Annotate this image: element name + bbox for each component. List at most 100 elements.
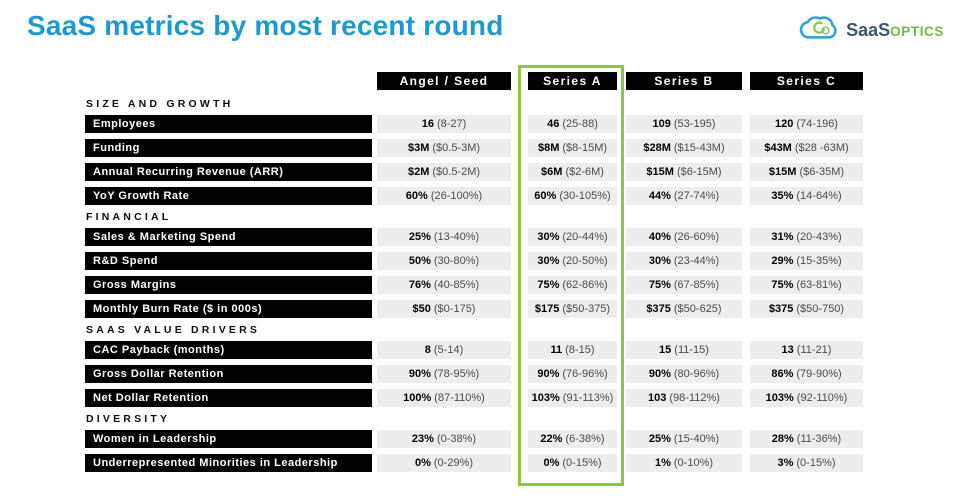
cell-angel-seed: 60% (26-100%)	[377, 187, 511, 205]
cell-value: 60%	[405, 190, 428, 202]
row-label: Funding	[85, 139, 372, 157]
cell-series-c: 86% (79-90%)	[750, 365, 863, 383]
cell-range: ($8-15M)	[562, 142, 608, 154]
cell-series-b: $375 ($50-625)	[626, 300, 742, 318]
cell-series-c: $43M ($28 -63M)	[750, 139, 863, 157]
row-label: YoY Growth Rate	[85, 187, 372, 205]
cell-series-c: 3% (0-15%)	[750, 454, 863, 472]
cell-value: $28M	[643, 142, 671, 154]
cell-series-a: 30% (20-44%)	[528, 228, 617, 246]
column-header-series-c: Series C	[750, 72, 863, 90]
cell-range: (30-80%)	[433, 255, 480, 267]
cell-range: (98-112%)	[669, 392, 720, 404]
column-header-angel-seed: Angel / Seed	[377, 72, 511, 90]
cell-value: 0%	[543, 457, 560, 469]
cell-range: (0-29%)	[433, 457, 474, 469]
cell-value: 103	[648, 392, 667, 404]
section-title: FINANCIAL	[86, 211, 172, 223]
cell-range: (6-38%)	[565, 433, 605, 445]
cell-series-a: 75% (62-86%)	[528, 276, 617, 294]
cell-series-c: $15M ($6-35M)	[750, 163, 863, 181]
cell-range: (25-88)	[562, 118, 598, 130]
cell-value: 13	[781, 344, 794, 356]
cell-value: 75%	[537, 279, 560, 291]
cell-value: 30%	[537, 231, 560, 243]
row-label: Gross Dollar Retention	[85, 365, 372, 383]
cell-range: (63-81%)	[796, 279, 842, 291]
cell-series-b: 103 (98-112%)	[626, 389, 742, 407]
cell-series-b: 25% (15-40%)	[626, 430, 742, 448]
cell-range: (40-85%)	[433, 279, 480, 291]
cell-value: $3M	[407, 142, 430, 154]
cell-value: 120	[775, 118, 794, 130]
cell-range: ($50-375)	[562, 303, 611, 315]
cell-series-b: 15 (11-15)	[626, 341, 742, 359]
cell-series-a: 46 (25-88)	[528, 115, 617, 133]
cell-range: (80-96%)	[673, 368, 720, 380]
table-row: Underrepresented Minorities in Leadershi…	[85, 454, 863, 472]
table-row: Annual Recurring Revenue (ARR) $2M ($0.5-…	[85, 163, 863, 181]
cell-value: 16	[421, 118, 434, 130]
cell-range: (53-195)	[673, 118, 716, 130]
cell-range: (74-196)	[796, 118, 838, 130]
cell-range: (26-100%)	[430, 190, 483, 202]
table-row: YoY Growth Rate 60% (26-100%) 60% (30-105%…	[85, 187, 863, 205]
cell-angel-seed: 23% (0-38%)	[377, 430, 511, 448]
cell-series-b: $28M ($15-43M)	[626, 139, 742, 157]
cell-series-a: 0% (0-15%)	[528, 454, 617, 472]
cell-series-a: 22% (6-38%)	[528, 430, 617, 448]
table-row: Gross Margins 76% (40-85%) 75% (62-86%) 75…	[85, 276, 863, 294]
row-label: Women in Leadership	[85, 430, 372, 448]
cell-value: 75%	[771, 279, 794, 291]
logo-text-saas: SaaS	[846, 20, 891, 40]
cell-range: (87-110%)	[434, 392, 485, 404]
cell-range: (14-64%)	[796, 190, 842, 202]
cell-series-a: 90% (76-96%)	[528, 365, 617, 383]
cell-range: (8-15)	[565, 344, 595, 356]
cell-angel-seed: 16 (8-27)	[377, 115, 511, 133]
cell-value: 23%	[411, 433, 434, 445]
section-title: SIZE AND GROWTH	[86, 98, 234, 110]
cell-series-b: 75% (67-85%)	[626, 276, 742, 294]
cell-value: $175	[534, 303, 560, 315]
cell-range: ($2-6M)	[565, 166, 604, 178]
cell-series-c: 29% (15-35%)	[750, 252, 863, 270]
page-title: SaaS metrics by most recent round	[27, 10, 504, 41]
cell-range: ($28 -63M)	[794, 142, 849, 154]
cell-range: (0-15%)	[562, 457, 602, 469]
cell-range: ($6-35M)	[799, 166, 845, 178]
cell-range: (30-105%)	[559, 190, 611, 202]
cell-series-a: $175 ($50-375)	[528, 300, 617, 318]
cell-range: ($6-15M)	[676, 166, 722, 178]
cell-range: (27-74%)	[673, 190, 720, 202]
cell-series-c: 75% (63-81%)	[750, 276, 863, 294]
cell-series-a: 30% (20-50%)	[528, 252, 617, 270]
cell-range: ($0.5-3M)	[432, 142, 481, 154]
cell-value: 103%	[765, 392, 794, 404]
cell-value: 8	[424, 344, 431, 356]
cell-value: $50	[412, 303, 431, 315]
cell-series-b: 1% (0-10%)	[626, 454, 742, 472]
table-row: CAC Payback (months) 8 (5-14) 11 (8-15) 15…	[85, 341, 863, 359]
cell-angel-seed: $3M ($0.5-3M)	[377, 139, 511, 157]
cell-value: 86%	[771, 368, 794, 380]
cell-series-c: 28% (11-36%)	[750, 430, 863, 448]
cell-range: (26-60%)	[673, 231, 720, 243]
cell-value: 25%	[408, 231, 431, 243]
cell-range: (0-38%)	[436, 433, 477, 445]
cell-value: $6M	[541, 166, 563, 178]
cell-series-b: 44% (27-74%)	[626, 187, 742, 205]
cell-series-a: 60% (30-105%)	[528, 187, 617, 205]
cell-angel-seed: $2M ($0.5-2M)	[377, 163, 511, 181]
cell-value: $43M	[764, 142, 792, 154]
row-label: CAC Payback (months)	[85, 341, 372, 359]
cell-series-c: 103% (92-110%)	[750, 389, 863, 407]
cell-range: ($0-175)	[433, 303, 476, 315]
cell-range: (67-85%)	[673, 279, 720, 291]
cell-value: 103%	[531, 392, 560, 404]
cell-value: 40%	[648, 231, 671, 243]
cell-series-a: $8M ($8-15M)	[528, 139, 617, 157]
cell-angel-seed: 76% (40-85%)	[377, 276, 511, 294]
table-row: Funding $3M ($0.5-3M) $8M ($8-15M) $28M ($1…	[85, 139, 863, 157]
section-title: SAAS VALUE DRIVERS	[86, 324, 261, 336]
